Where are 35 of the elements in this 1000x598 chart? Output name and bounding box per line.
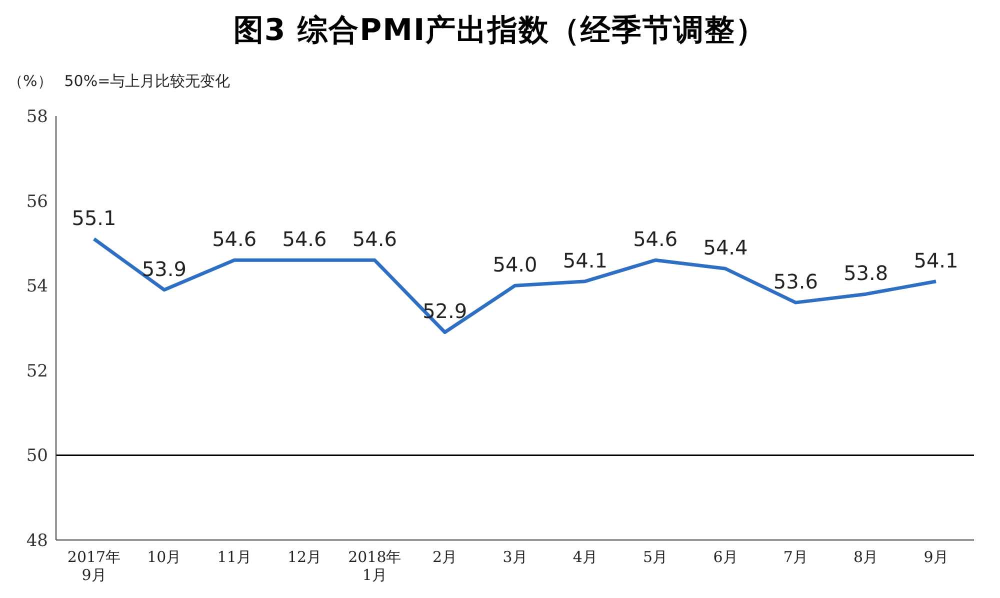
x-tick-label: 2月 — [432, 548, 458, 566]
data-label: 54.6 — [282, 227, 327, 252]
data-label: 52.9 — [422, 299, 468, 324]
data-label: 54.6 — [352, 227, 397, 252]
data-label: 54.0 — [492, 252, 538, 277]
y-axis-title: （%） — [8, 72, 52, 90]
x-tick-label: 9月 — [924, 548, 948, 566]
data-label: 54.4 — [703, 236, 748, 260]
x-tick-label: 4月 — [572, 548, 598, 566]
x-tick-label: 7月 — [783, 548, 808, 566]
x-tick-label: 5月 — [643, 548, 668, 566]
x-tick-label: 6月 — [713, 548, 738, 566]
y-tick-label: 54 — [26, 276, 48, 297]
x-tick-label: 12月 — [287, 548, 322, 566]
x-tick-label: 11月 — [217, 548, 252, 566]
data-label: 53.9 — [142, 256, 186, 281]
chart-title: 图3 综合PMI产出指数（经季节调整） — [232, 12, 768, 50]
y-tick-label: 58 — [26, 107, 48, 128]
data-label: 55.1 — [72, 206, 116, 230]
data-label: 53.6 — [773, 270, 818, 294]
x-tick-label: 3月 — [502, 548, 528, 566]
y-tick-label: 48 — [26, 531, 48, 552]
x-tick-label: 10月 — [147, 548, 182, 566]
x-tick-label: 2018年 1月 — [348, 548, 402, 584]
data-label: 54.1 — [562, 248, 608, 272]
data-label: 54.1 — [914, 248, 958, 272]
y-tick-label: 52 — [26, 361, 48, 382]
y-tick-label: 50 — [26, 446, 48, 466]
y-tick-label: 56 — [26, 192, 48, 212]
x-tick-label: 8月 — [854, 548, 878, 566]
x-tick-label: 2017年 9月 — [67, 548, 121, 584]
text: 50%=与上月比较无变化 — [64, 72, 230, 90]
data-label: 54.6 — [633, 227, 678, 252]
data-label: 54.6 — [212, 227, 257, 252]
data-label: 53.8 — [844, 261, 888, 286]
